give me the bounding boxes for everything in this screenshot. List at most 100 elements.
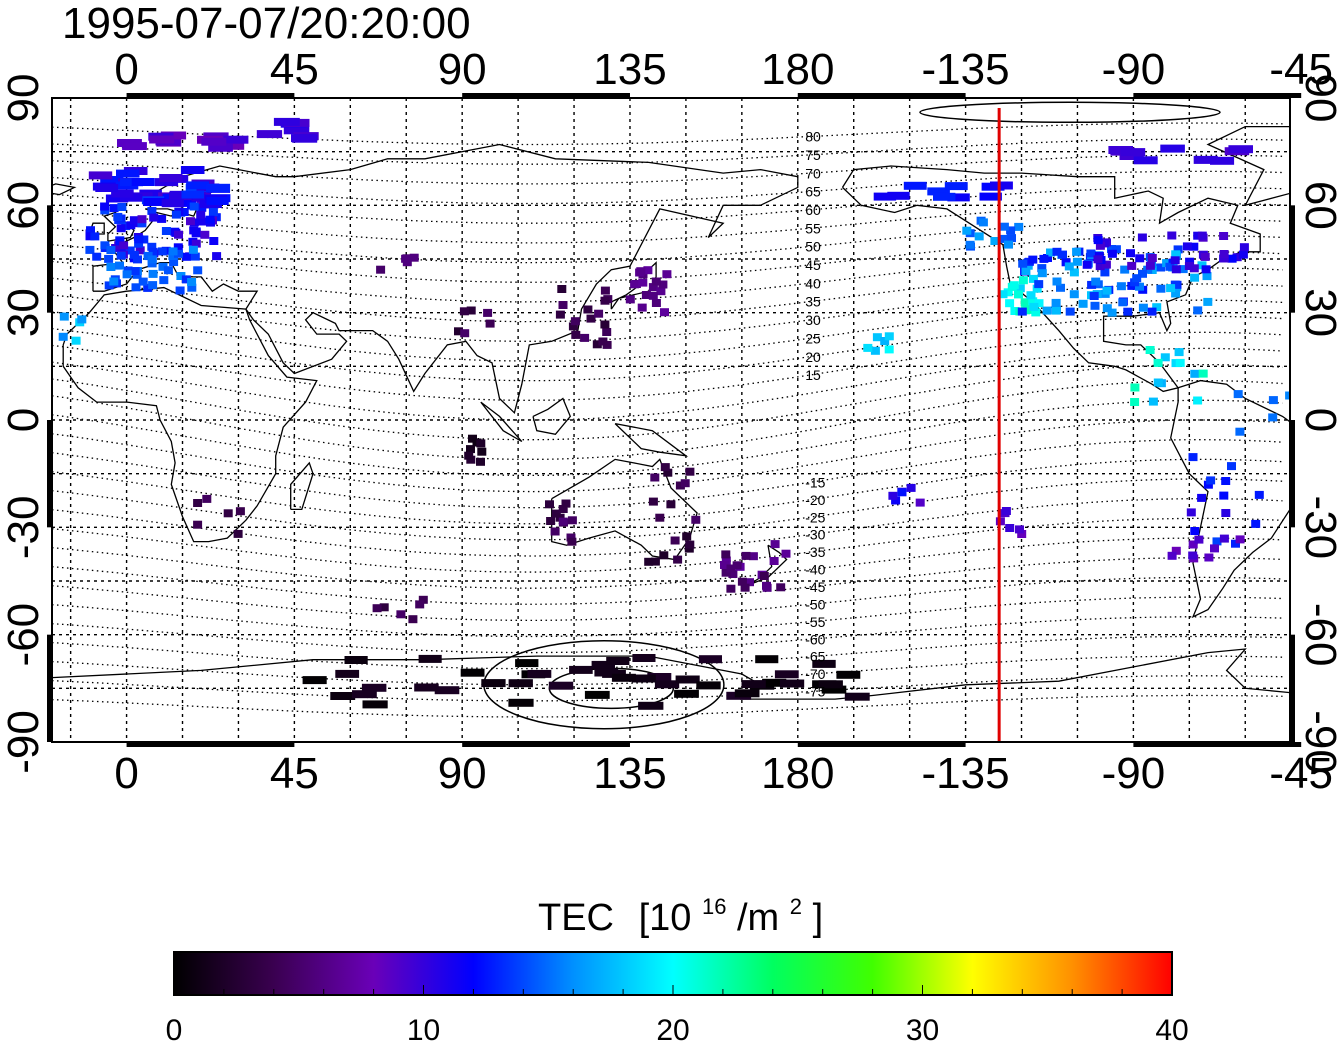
tec-point — [352, 690, 377, 699]
tec-point — [283, 126, 310, 135]
tec-point — [418, 595, 428, 604]
tec-point — [106, 246, 116, 254]
contour-label: 75 — [805, 147, 821, 163]
tec-point — [466, 445, 475, 454]
tec-point — [116, 169, 140, 178]
tec-point — [769, 557, 779, 565]
tec-point — [1227, 254, 1237, 263]
tec-point — [1194, 535, 1204, 544]
tec-point — [1095, 241, 1105, 250]
contour-label: 65 — [805, 184, 821, 200]
top-tick-label: 135 — [593, 45, 666, 94]
tec-point — [1102, 304, 1112, 313]
tec-point — [650, 557, 660, 566]
contour-label: 55 — [805, 220, 821, 236]
tec-point — [606, 657, 630, 665]
top-tick-label: 0 — [114, 45, 138, 94]
tec-point — [147, 255, 157, 264]
tec-point — [1188, 551, 1198, 560]
tec-point — [1086, 249, 1096, 258]
tec-point — [189, 202, 199, 211]
tec-point — [1020, 298, 1030, 307]
tec-point — [1120, 148, 1146, 157]
left-axis-ticks: 90 60 30 0 -30 -60 -90 — [0, 74, 48, 774]
tec-point — [781, 549, 791, 558]
tec-point — [1204, 553, 1214, 562]
contour-label: 50 — [805, 239, 821, 255]
tec-point — [464, 451, 474, 460]
tec-point — [1028, 255, 1038, 264]
tec-point — [1037, 264, 1047, 273]
north-pole-contour — [919, 101, 1221, 124]
tec-point — [670, 536, 680, 545]
tec-point — [1268, 396, 1278, 405]
tec-point — [186, 217, 195, 226]
tec-point — [1145, 261, 1155, 270]
tec-point — [1153, 358, 1163, 367]
tec-point — [460, 329, 470, 338]
tec-point — [149, 135, 175, 144]
tec-point — [1100, 268, 1110, 277]
coastline — [102, 211, 135, 242]
tec-point — [586, 314, 596, 323]
tec-point — [149, 213, 159, 222]
tec-point — [1065, 307, 1075, 316]
tec-point — [836, 670, 861, 679]
tec-point — [880, 337, 890, 345]
tec-point — [1171, 265, 1181, 274]
tec-point — [85, 245, 95, 254]
tec-point — [998, 234, 1008, 243]
tec-point — [182, 252, 191, 261]
tec-point — [401, 254, 411, 263]
tec-point — [999, 222, 1009, 231]
tec-point — [1005, 524, 1015, 532]
tec-point — [176, 272, 186, 280]
tec-point — [659, 551, 669, 560]
contour-label: -15 — [805, 474, 825, 490]
tec-point — [673, 555, 683, 564]
tec-point — [721, 556, 731, 565]
tec-point — [632, 654, 656, 662]
colorbar-ticks: 0 10 20 30 40 — [166, 985, 1189, 1047]
tec-point — [675, 675, 700, 684]
tec-point — [1026, 291, 1036, 300]
tec-point — [1039, 254, 1049, 263]
tec-point — [1082, 260, 1092, 269]
tec-point — [163, 266, 173, 275]
tec-point — [863, 343, 873, 352]
tec-point — [1017, 307, 1027, 316]
tec-point — [181, 190, 204, 199]
left-edge-bar — [47, 634, 52, 742]
tec-point — [1190, 273, 1200, 282]
tec-point — [998, 290, 1008, 299]
tec-point — [408, 615, 418, 624]
tec-point — [376, 265, 386, 274]
tec-point — [1137, 233, 1147, 242]
tec-point — [734, 689, 760, 698]
tec-point — [460, 668, 485, 677]
tec-point — [726, 584, 736, 593]
tec-point — [1186, 508, 1196, 517]
tec-point — [1135, 282, 1144, 291]
tec-point — [1018, 259, 1028, 268]
tec-point — [990, 181, 1013, 190]
tec-point — [59, 312, 69, 321]
tec-point — [1173, 245, 1183, 254]
tec-point — [1028, 274, 1038, 283]
tec-point — [459, 307, 469, 316]
tec-point — [662, 270, 672, 279]
tec-point — [434, 686, 460, 695]
tec-point — [655, 513, 665, 522]
tec-point — [100, 176, 124, 184]
tec-point — [1238, 250, 1248, 259]
tec-point — [762, 678, 787, 687]
tec-point — [330, 692, 356, 700]
tec-point — [774, 670, 799, 679]
magnetic-contour-line — [52, 557, 1283, 605]
tec-point — [600, 296, 610, 305]
magnetic-contour-line — [52, 675, 1283, 702]
tec-point — [1061, 258, 1071, 267]
tec-point — [821, 685, 847, 694]
tec-point — [273, 117, 300, 126]
tec-point — [648, 291, 658, 300]
